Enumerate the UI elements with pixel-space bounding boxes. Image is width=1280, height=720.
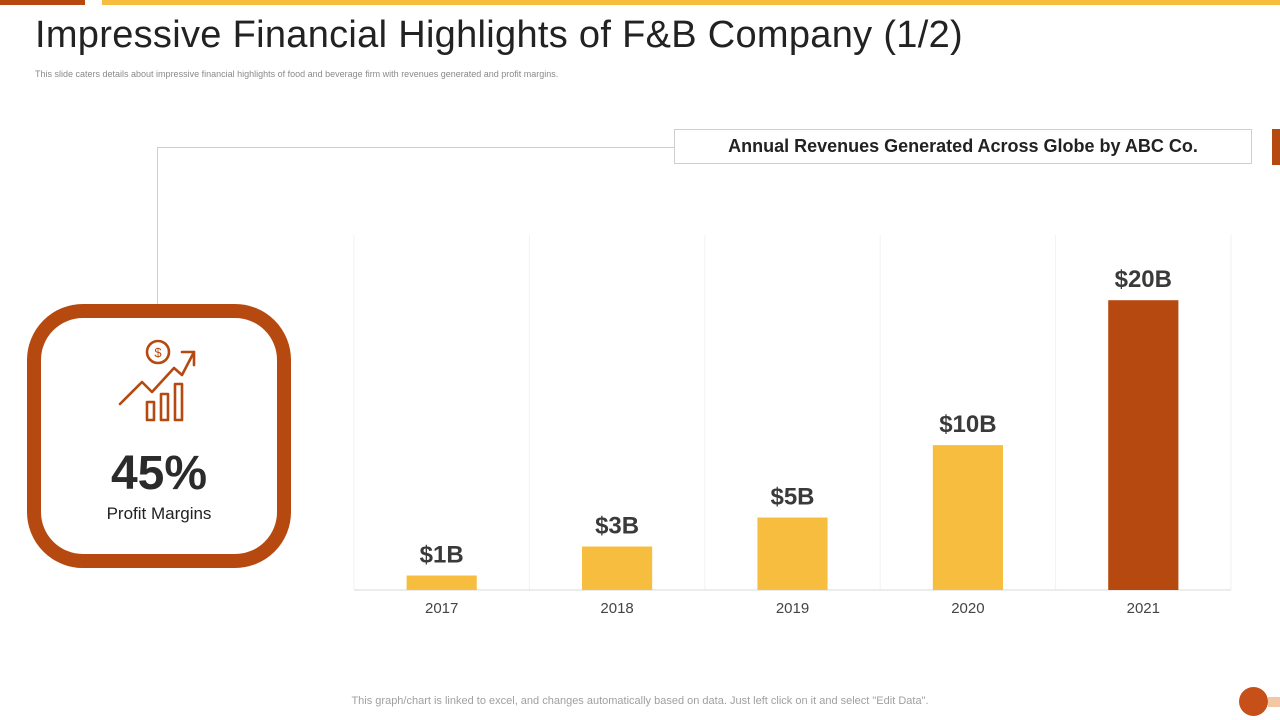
chart-bars bbox=[406, 300, 1179, 590]
slide-subtitle: This slide caters details about impressi… bbox=[35, 69, 559, 79]
profit-margin-value: 45% bbox=[110, 447, 208, 500]
profit-margin-label: Profit Margins bbox=[106, 504, 212, 523]
connector-line-vertical bbox=[157, 147, 158, 305]
data-label-2020: $10B bbox=[939, 411, 996, 438]
slide-title: Impressive Financial Highlights of F&B C… bbox=[35, 14, 963, 56]
side-accent-bar bbox=[1272, 129, 1280, 165]
x-tick-label-2019: 2019 bbox=[776, 600, 809, 617]
connector-line-horizontal bbox=[157, 147, 675, 148]
svg-text:$: $ bbox=[154, 345, 162, 360]
top-accent-bar-dark bbox=[0, 0, 85, 5]
profit-margin-card: $ 45% Profit Margins bbox=[27, 304, 291, 568]
corner-decoration-circle bbox=[1239, 687, 1268, 716]
chart-x-tick-labels: 2017 2018 2019 2020 2021 bbox=[425, 600, 1160, 617]
x-tick-label-2020: 2020 bbox=[951, 600, 984, 617]
x-tick-label-2017: 2017 bbox=[425, 600, 458, 617]
chart-data-labels: $1B $3B $5B $10B $20B bbox=[420, 266, 1172, 568]
growth-chart-dollar-icon: $ bbox=[118, 339, 196, 422]
chart-gridlines bbox=[353, 235, 1232, 590]
x-tick-label-2021: 2021 bbox=[1127, 600, 1160, 617]
corner-decoration-bar bbox=[1268, 697, 1280, 707]
footer-note: This graph/chart is linked to excel, and… bbox=[351, 695, 929, 707]
x-tick-label-2018: 2018 bbox=[600, 600, 633, 617]
bar-2019 bbox=[757, 517, 828, 590]
bar-2018 bbox=[582, 546, 653, 590]
chart-title: Annual Revenues Generated Across Globe b… bbox=[674, 129, 1252, 164]
bar-2021 bbox=[1108, 300, 1179, 590]
data-label-2017: $1B bbox=[420, 542, 464, 569]
bar-2017 bbox=[406, 575, 477, 590]
top-accent-bar-light bbox=[102, 0, 1280, 5]
data-label-2021: $20B bbox=[1115, 266, 1172, 293]
data-label-2019: $5B bbox=[770, 484, 814, 511]
data-label-2018: $3B bbox=[595, 513, 639, 540]
bar-2020 bbox=[932, 445, 1003, 590]
